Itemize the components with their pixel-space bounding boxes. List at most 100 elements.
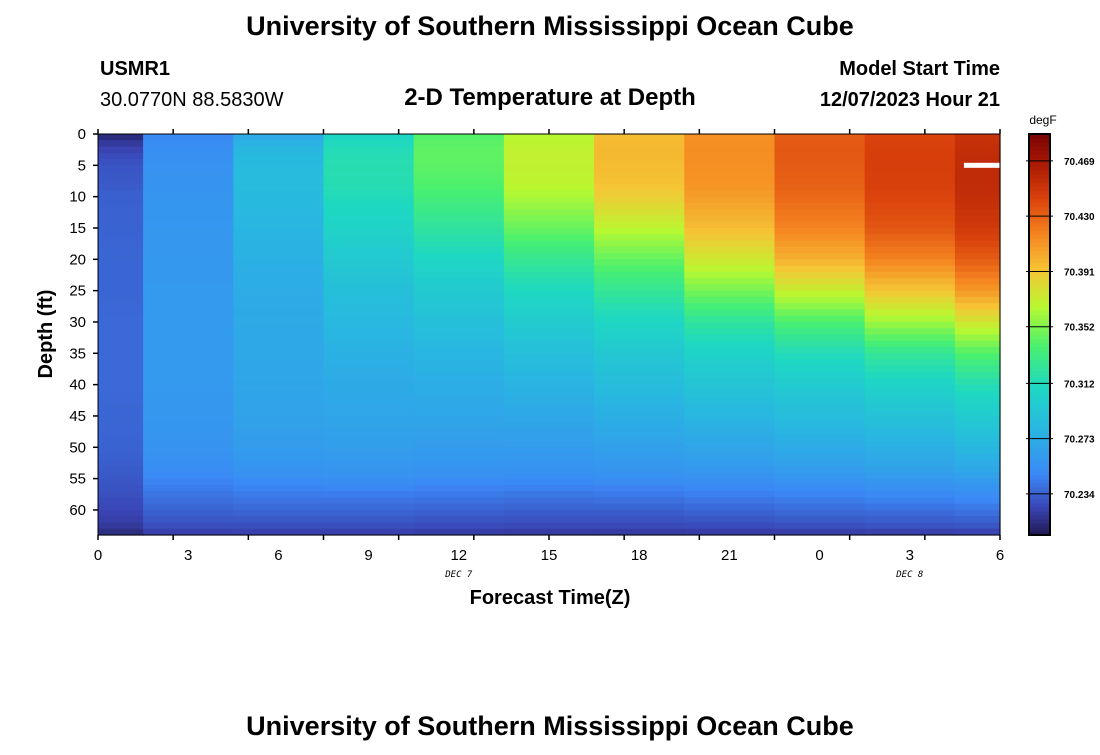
heatmap-cell bbox=[413, 259, 505, 267]
heatmap-cell bbox=[503, 528, 595, 536]
heatmap-cell bbox=[143, 528, 234, 536]
heatmap-cell bbox=[684, 347, 776, 354]
heatmap-cell bbox=[143, 491, 234, 499]
heatmap-cell bbox=[98, 202, 144, 210]
heatmap-cell bbox=[954, 328, 1001, 336]
heatmap-cell bbox=[233, 171, 325, 179]
heatmap-cell bbox=[413, 409, 505, 417]
heatmap-cell bbox=[774, 202, 866, 210]
heatmap-cell bbox=[98, 347, 144, 354]
heatmap-cell bbox=[413, 315, 505, 323]
heatmap-cell bbox=[413, 234, 505, 242]
heatmap-cell bbox=[413, 378, 505, 386]
heatmap-cell bbox=[954, 447, 1001, 455]
heatmap-cell bbox=[323, 409, 415, 417]
heatmap-cell bbox=[594, 296, 685, 304]
heatmap-cell bbox=[684, 509, 776, 517]
heatmap-cell bbox=[233, 321, 325, 329]
heatmap-cell bbox=[864, 491, 956, 499]
heatmap-cell bbox=[954, 491, 1001, 499]
heatmap-cell bbox=[143, 334, 234, 342]
heatmap-cell bbox=[323, 159, 415, 166]
heatmap-cell bbox=[143, 134, 234, 141]
heatmap-cell bbox=[684, 159, 776, 166]
heatmap-cell bbox=[864, 409, 956, 417]
heatmap-cell bbox=[594, 290, 685, 298]
heatmap-cell bbox=[323, 140, 415, 148]
heatmap-cell bbox=[594, 134, 685, 141]
heatmap-cell bbox=[503, 184, 595, 191]
heatmap-cell bbox=[954, 503, 1001, 511]
heatmap-cell bbox=[594, 447, 685, 455]
heatmap-cell bbox=[774, 347, 866, 354]
colorbar-segment bbox=[1029, 334, 1050, 340]
heatmap-cell bbox=[98, 328, 144, 336]
heatmap-cell bbox=[594, 321, 685, 329]
heatmap-cell bbox=[233, 159, 325, 166]
heatmap-cell bbox=[98, 422, 144, 430]
heatmap-cell bbox=[594, 422, 685, 430]
heatmap-cell bbox=[774, 484, 866, 492]
heatmap-cell bbox=[954, 378, 1001, 386]
colorbar-segment bbox=[1029, 394, 1050, 400]
x-tick-label: 0 bbox=[815, 547, 823, 564]
heatmap-cell bbox=[98, 447, 144, 455]
heatmap-cell bbox=[98, 390, 144, 398]
heatmap-cell bbox=[143, 165, 234, 173]
heatmap-cell bbox=[684, 365, 776, 373]
heatmap-cell bbox=[864, 184, 956, 191]
heatmap-cell bbox=[774, 415, 866, 423]
heatmap-cell bbox=[503, 290, 595, 298]
heatmap-cell bbox=[954, 422, 1001, 430]
heatmap-cell bbox=[98, 309, 144, 317]
heatmap-cell bbox=[774, 522, 866, 530]
heatmap-cell bbox=[413, 347, 505, 354]
colorbar-segment bbox=[1029, 402, 1050, 408]
heatmap-cell bbox=[143, 202, 234, 210]
heatmap-cell bbox=[864, 434, 956, 442]
colorbar-segment bbox=[1029, 134, 1050, 139]
heatmap-cell bbox=[98, 140, 144, 148]
colorbar-segment bbox=[1029, 262, 1050, 267]
colorbar-segment bbox=[1029, 510, 1050, 516]
heatmap-cell bbox=[774, 296, 866, 304]
heatmap-cell bbox=[503, 190, 595, 198]
colorbar-segment bbox=[1029, 138, 1050, 143]
colorbar-segment bbox=[1029, 190, 1050, 195]
heatmap-cell bbox=[503, 271, 595, 279]
heatmap-cell bbox=[594, 397, 685, 405]
heatmap-cell bbox=[684, 478, 776, 486]
heatmap-cell bbox=[143, 171, 234, 179]
chart-title: 2-D Temperature at Depth bbox=[404, 84, 696, 111]
heatmap-cell bbox=[594, 484, 685, 492]
heatmap-cell bbox=[98, 159, 144, 166]
colorbar-tick-label: 70.312 bbox=[1064, 379, 1095, 390]
heatmap-cell bbox=[143, 384, 234, 392]
colorbar-segment bbox=[1029, 378, 1050, 384]
heatmap-cell bbox=[594, 478, 685, 486]
heatmap-cell bbox=[594, 209, 685, 217]
heatmap-cell bbox=[323, 384, 415, 392]
y-tick-label: 0 bbox=[78, 126, 86, 143]
heatmap-cell bbox=[323, 284, 415, 292]
heatmap-cell bbox=[233, 397, 325, 405]
heatmap-cell bbox=[323, 309, 415, 317]
colorbar-segment bbox=[1029, 430, 1050, 436]
heatmap-cell bbox=[98, 365, 144, 373]
colorbar-segment bbox=[1029, 318, 1050, 324]
heatmap-cell bbox=[143, 215, 234, 223]
heatmap-cell bbox=[413, 140, 505, 148]
x-tick-label: 3 bbox=[184, 547, 192, 564]
heatmap-cell bbox=[684, 271, 776, 279]
heatmap-cell bbox=[594, 271, 685, 279]
heatmap-cell bbox=[954, 184, 1001, 191]
heatmap-cell bbox=[413, 372, 505, 379]
heatmap-cell bbox=[233, 365, 325, 373]
colorbar-units: degF bbox=[1029, 113, 1056, 127]
heatmap-cell bbox=[503, 409, 595, 417]
heatmap-cell bbox=[954, 278, 1001, 285]
heatmap-cell bbox=[954, 466, 1001, 473]
colorbar-segment bbox=[1029, 410, 1050, 416]
heatmap-cell bbox=[594, 378, 685, 386]
colorbar-segment bbox=[1029, 238, 1050, 243]
